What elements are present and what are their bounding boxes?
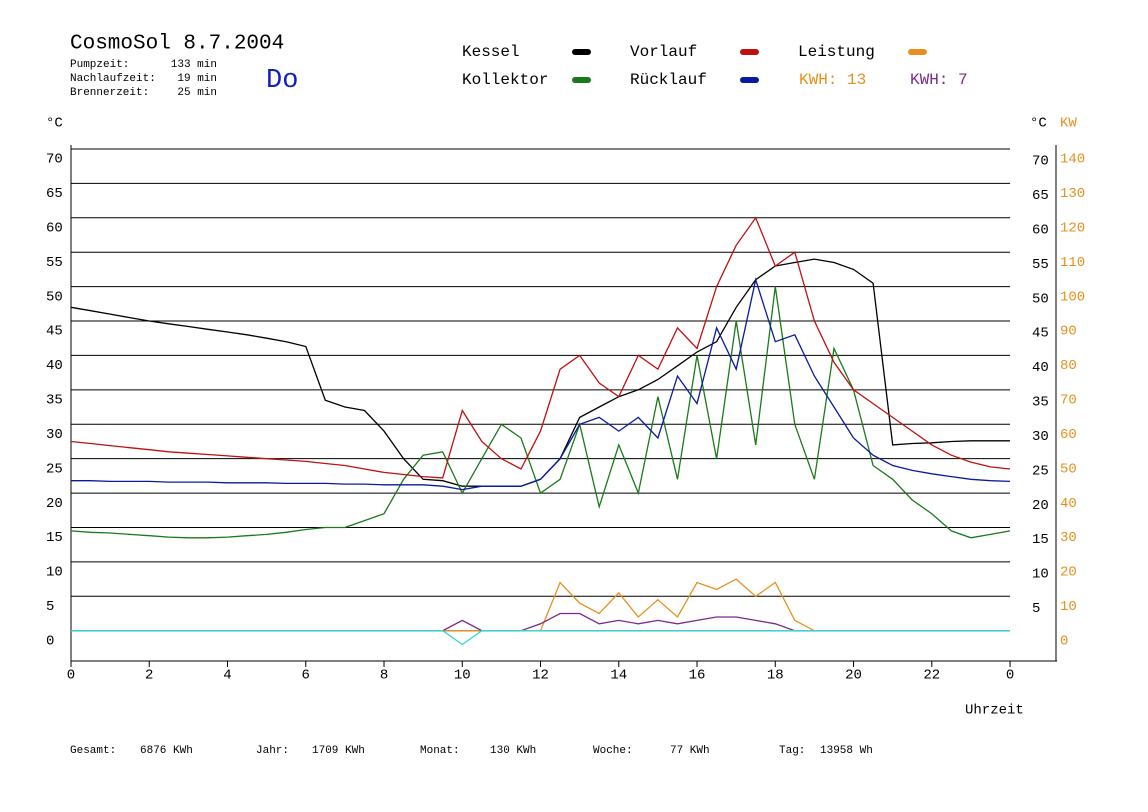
footer-value: 130 KWh [490,745,536,757]
series-line [71,277,1011,491]
x-tick-label: 0 [1006,668,1014,684]
stat-label: Brennerzeit: [70,87,149,99]
series-line [71,630,1010,646]
y-tick-label-right: 30 [1032,429,1049,445]
series-line [71,612,1010,632]
y-tick-label: 55 [46,255,63,271]
y2-tick-label: 10 [1060,599,1077,615]
y-tick-label: 25 [46,461,63,477]
y2-tick-label: 0 [1060,633,1068,649]
x-tick-label: 20 [845,668,862,684]
footer-label: Monat: [420,745,460,757]
y-tick-label: 45 [46,324,63,340]
y-tick-label-right: 20 [1032,498,1049,514]
title: CosmoSol 8.7.2004 [70,33,284,56]
legend-label: Rücklauf [630,71,707,89]
stat-label: Pumpzeit: [70,59,129,71]
y-tick-label-right: 55 [1032,257,1049,273]
y-axis-label-right: °C [1030,116,1047,132]
y-tick-label-right: 60 [1032,222,1049,238]
y-tick-label: 35 [46,393,63,409]
y-tick-label-right: 25 [1032,463,1049,479]
y-tick-label-right: 10 [1032,567,1049,583]
stat-value: 19 min [177,73,217,85]
legend-label: Leistung [798,43,875,61]
series-line [70,286,1011,539]
series-line [70,216,1011,479]
y2-tick-label: 60 [1060,427,1077,443]
y2-tick-label: 120 [1060,220,1085,236]
y-tick-label-right: 40 [1032,360,1049,376]
footer-value: 1709 KWh [312,745,365,757]
kwh-label: KWH: 13 [799,71,866,89]
y2-tick-label: 30 [1060,530,1077,546]
y-tick-label: 20 [46,496,63,512]
y-tick-label: 70 [46,152,63,168]
legend-label: Kollektor [462,71,548,89]
x-tick-label: 16 [689,668,706,684]
x-tick-label: 14 [610,668,627,684]
x-tick-label: 8 [380,668,388,684]
y-tick-label: 40 [46,358,63,374]
legend-label: Vorlauf [630,43,697,61]
x-tick-label: 10 [454,668,471,684]
y2-axis-label: KW [1060,116,1077,132]
x-tick-label: 2 [145,668,153,684]
y-tick-label-right: 50 [1032,291,1049,307]
y-tick-label-right: 5 [1032,601,1040,617]
y-tick-label: 30 [46,427,63,443]
y-tick-label: 0 [46,633,54,649]
y2-tick-label: 140 [1060,152,1085,168]
series-line [71,578,1010,632]
kwh-label: KWH: 7 [910,71,968,89]
stat-value: 25 min [177,87,217,99]
footer-value: 6876 KWh [140,745,193,757]
x-tick-label: 18 [767,668,784,684]
y-tick-label-right: 35 [1032,395,1049,411]
stat-label: Nachlaufzeit: [70,73,156,85]
y2-tick-label: 130 [1060,186,1085,202]
x-tick-label: 22 [923,668,940,684]
x-tick-label: 12 [532,668,549,684]
y2-tick-label: 90 [1060,324,1077,340]
y-tick-label-right: 15 [1032,532,1049,548]
footer-label: Jahr: [256,745,289,757]
y2-tick-label: 110 [1060,255,1085,271]
y-tick-label: 60 [46,220,63,236]
y-tick-label-right: 45 [1032,326,1049,342]
y-tick-label-right: 70 [1032,154,1049,170]
x-tick-label: 4 [223,668,231,684]
y-tick-label: 50 [46,289,63,305]
x-tick-label: 0 [67,668,75,684]
x-tick-label: 6 [302,668,310,684]
y2-tick-label: 20 [1060,565,1077,581]
y-axis-label: °C [46,116,63,132]
y-tick-label-right: 65 [1032,188,1049,204]
footer-label: Woche: [593,745,633,757]
y-tick-label: 65 [46,186,63,202]
y-tick-label: 15 [46,530,63,546]
y2-tick-label: 40 [1060,496,1077,512]
y2-tick-label: 80 [1060,358,1077,374]
y2-tick-label: 50 [1060,461,1077,477]
footer-value: 13958 Wh [820,745,873,757]
footer-value: 77 KWh [670,745,710,757]
y-tick-label: 5 [46,599,54,615]
y2-tick-label: 70 [1060,393,1077,409]
footer-label: Gesamt: [70,745,116,757]
day: Do [266,66,298,96]
y2-tick-label: 100 [1060,289,1085,305]
stat-value: 133 min [171,59,217,71]
y-tick-label: 10 [46,565,63,581]
x-axis-label: Uhrzeit [965,703,1024,719]
legend-label: Kessel [462,43,520,61]
footer-label: Tag: [779,745,805,757]
